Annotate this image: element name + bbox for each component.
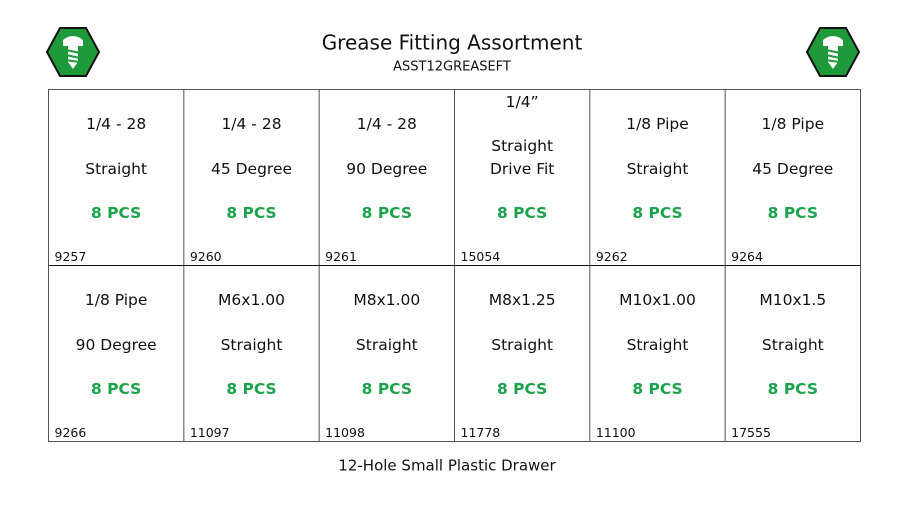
cell-line: 1/8 Pipe bbox=[85, 291, 148, 309]
quantity: 8 PCS bbox=[91, 380, 141, 398]
part-number: 11098 bbox=[325, 425, 365, 440]
quantity: 8 PCS bbox=[362, 204, 412, 222]
cell-line: Straight bbox=[491, 137, 553, 155]
cell-line: 1/8 Pipe bbox=[762, 115, 825, 133]
cell-line: Straight bbox=[762, 336, 824, 354]
cell-line: 1/8 Pipe bbox=[626, 115, 689, 133]
title: Grease Fitting Assortment bbox=[322, 31, 583, 55]
subtitle: ASST12GREASEFT bbox=[393, 60, 511, 75]
quantity: 8 PCS bbox=[497, 380, 547, 398]
part-number: 11778 bbox=[461, 425, 501, 440]
footer: 12-Hole Small Plastic Drawer bbox=[338, 457, 556, 475]
quantity: 8 PCS bbox=[768, 204, 818, 222]
cell-line: 1/4 - 28 bbox=[221, 115, 281, 133]
cell-line: 45 Degree bbox=[752, 160, 833, 178]
cell-line: M6x1.00 bbox=[218, 291, 285, 309]
cell-line: 45 Degree bbox=[211, 160, 292, 178]
cell-line: 90 Degree bbox=[346, 160, 427, 178]
quantity: 8 PCS bbox=[632, 204, 682, 222]
cell-line: Drive Fit bbox=[490, 160, 554, 178]
cell-line: Straight bbox=[356, 336, 418, 354]
part-number: 9262 bbox=[596, 249, 628, 264]
cell-line: 90 Degree bbox=[76, 336, 157, 354]
part-number: 17555 bbox=[731, 425, 771, 440]
cell-line: 1/4 - 28 bbox=[357, 115, 417, 133]
part-number: 15054 bbox=[461, 249, 501, 264]
part-number: 9261 bbox=[325, 249, 357, 264]
quantity: 8 PCS bbox=[91, 204, 141, 222]
cell-line: M10x1.5 bbox=[759, 291, 826, 309]
logo-right bbox=[806, 27, 860, 77]
cell-line: Straight bbox=[627, 336, 689, 354]
part-number: 9264 bbox=[731, 249, 763, 264]
part-number: 9266 bbox=[55, 425, 87, 440]
cell-line: Straight bbox=[85, 160, 147, 178]
part-number: 11097 bbox=[190, 425, 230, 440]
cell-line: Straight bbox=[627, 160, 689, 178]
logo-left bbox=[46, 27, 100, 77]
cell-line: 1/4” bbox=[506, 93, 539, 111]
quantity: 8 PCS bbox=[362, 380, 412, 398]
quantity: 8 PCS bbox=[768, 380, 818, 398]
cell-line: Straight bbox=[491, 336, 553, 354]
part-number: 11100 bbox=[596, 425, 636, 440]
part-number: 9257 bbox=[55, 249, 87, 264]
cell-line: Straight bbox=[221, 336, 283, 354]
cell-line: M8x1.25 bbox=[489, 291, 556, 309]
quantity: 8 PCS bbox=[632, 380, 682, 398]
part-number: 9260 bbox=[190, 249, 222, 264]
quantity: 8 PCS bbox=[226, 380, 276, 398]
cell-line: 1/4 - 28 bbox=[86, 115, 146, 133]
cell-line: M8x1.00 bbox=[353, 291, 420, 309]
quantity: 8 PCS bbox=[226, 204, 276, 222]
quantity: 8 PCS bbox=[497, 204, 547, 222]
cell-line: M10x1.00 bbox=[619, 291, 696, 309]
